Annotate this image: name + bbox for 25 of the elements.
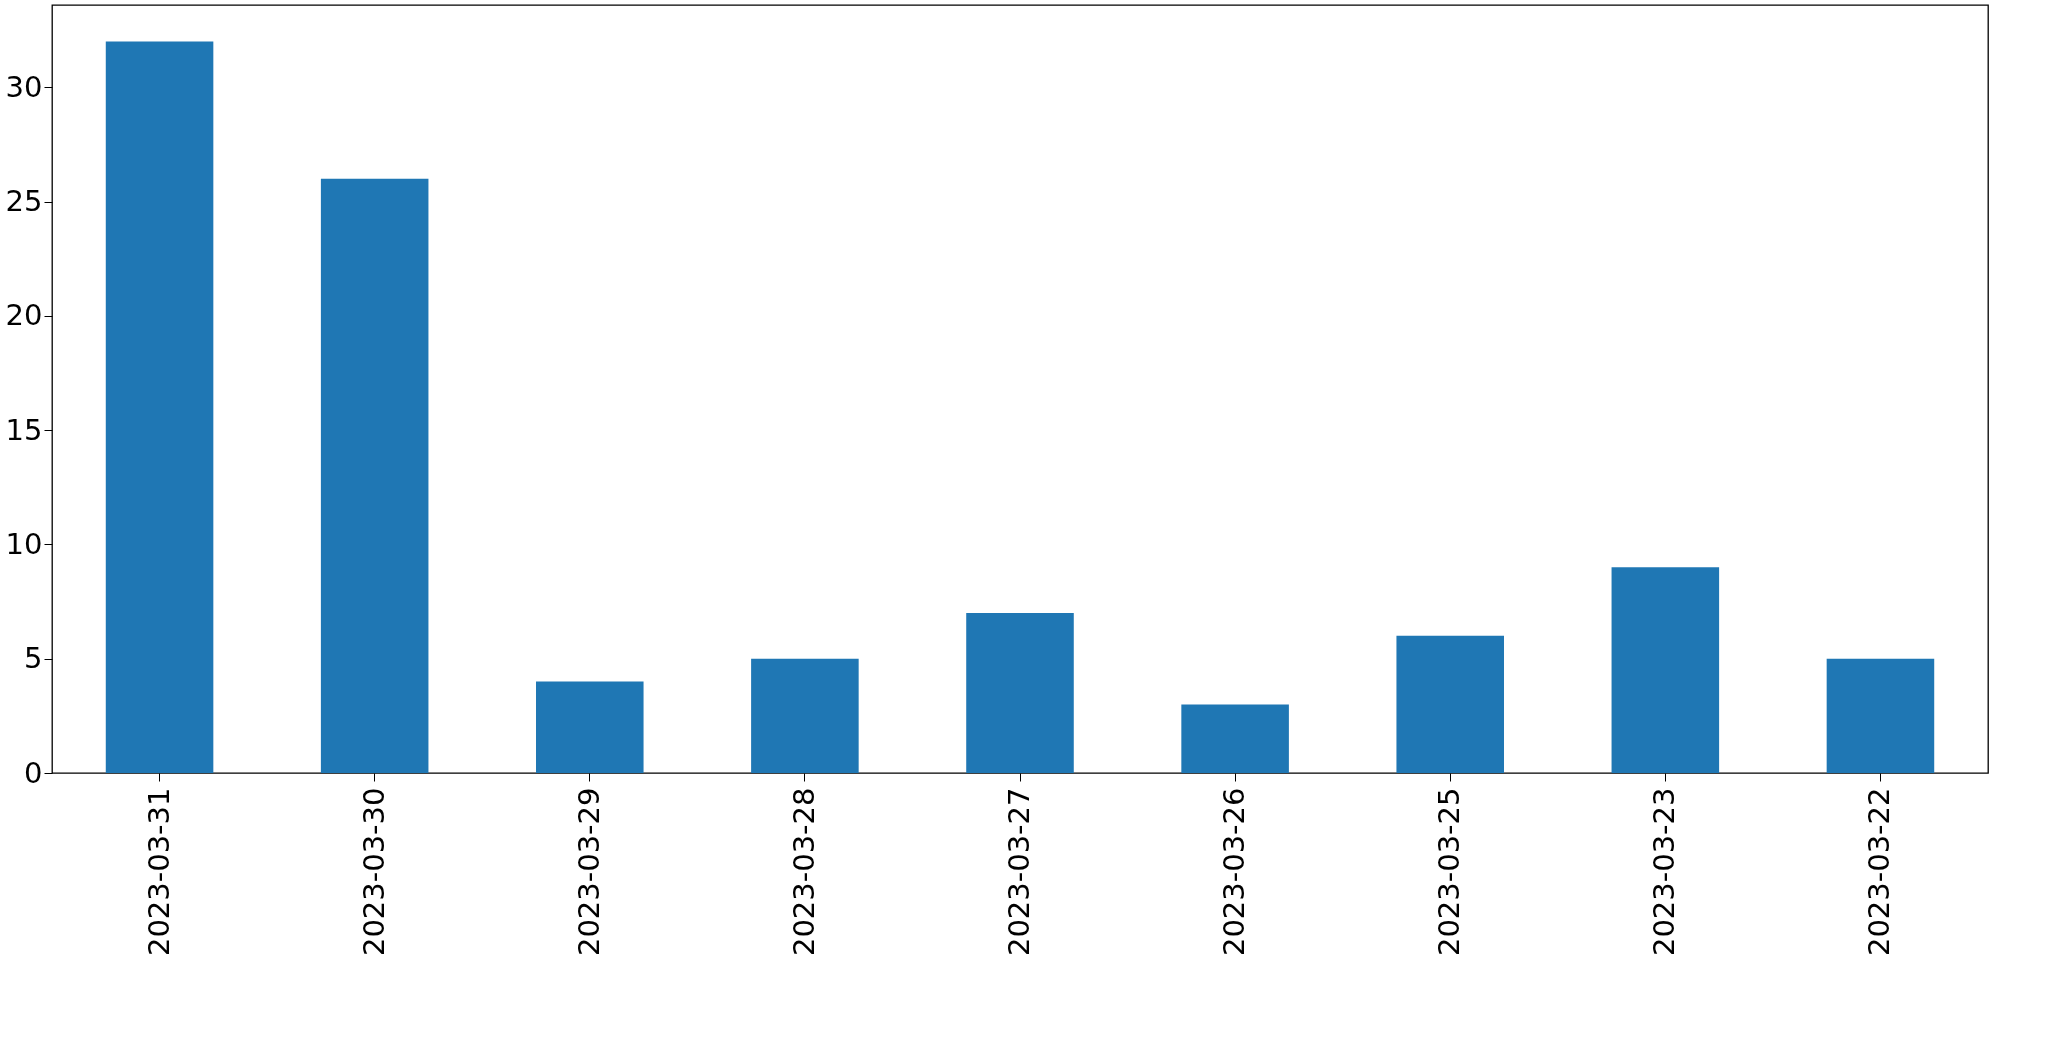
bar xyxy=(536,681,644,773)
x-tick-label: 2023-03-25 xyxy=(1432,787,1467,957)
x-tick-label: 2023-03-29 xyxy=(571,787,606,957)
bar xyxy=(1826,658,1935,773)
y-tick-label: 15 xyxy=(5,412,43,447)
x-tick-label: 2023-03-27 xyxy=(1002,787,1036,957)
x-tick-label: 2023-03-22 xyxy=(1862,787,1897,957)
bar xyxy=(320,178,429,773)
x-tick-label: 2023-03-28 xyxy=(786,787,821,957)
x-tick-label: 2023-03-23 xyxy=(1647,787,1682,957)
bar xyxy=(1181,704,1289,773)
y-tick-label: 5 xyxy=(24,641,43,676)
y-tick-label: 10 xyxy=(5,526,43,561)
x-tick-label: 2023-03-31 xyxy=(141,787,176,957)
bar xyxy=(966,613,1074,773)
y-tick-label: 30 xyxy=(5,69,43,104)
bar xyxy=(751,658,859,773)
bar xyxy=(1611,567,1720,773)
y-tick-label: 25 xyxy=(5,184,43,219)
bar xyxy=(105,41,214,773)
bar xyxy=(1396,635,1504,773)
y-tick-label: 0 xyxy=(24,755,43,790)
x-tick-label: 2023-03-26 xyxy=(1217,787,1252,957)
x-tick-label: 2023-03-30 xyxy=(356,787,391,957)
y-tick-label: 20 xyxy=(5,298,43,333)
